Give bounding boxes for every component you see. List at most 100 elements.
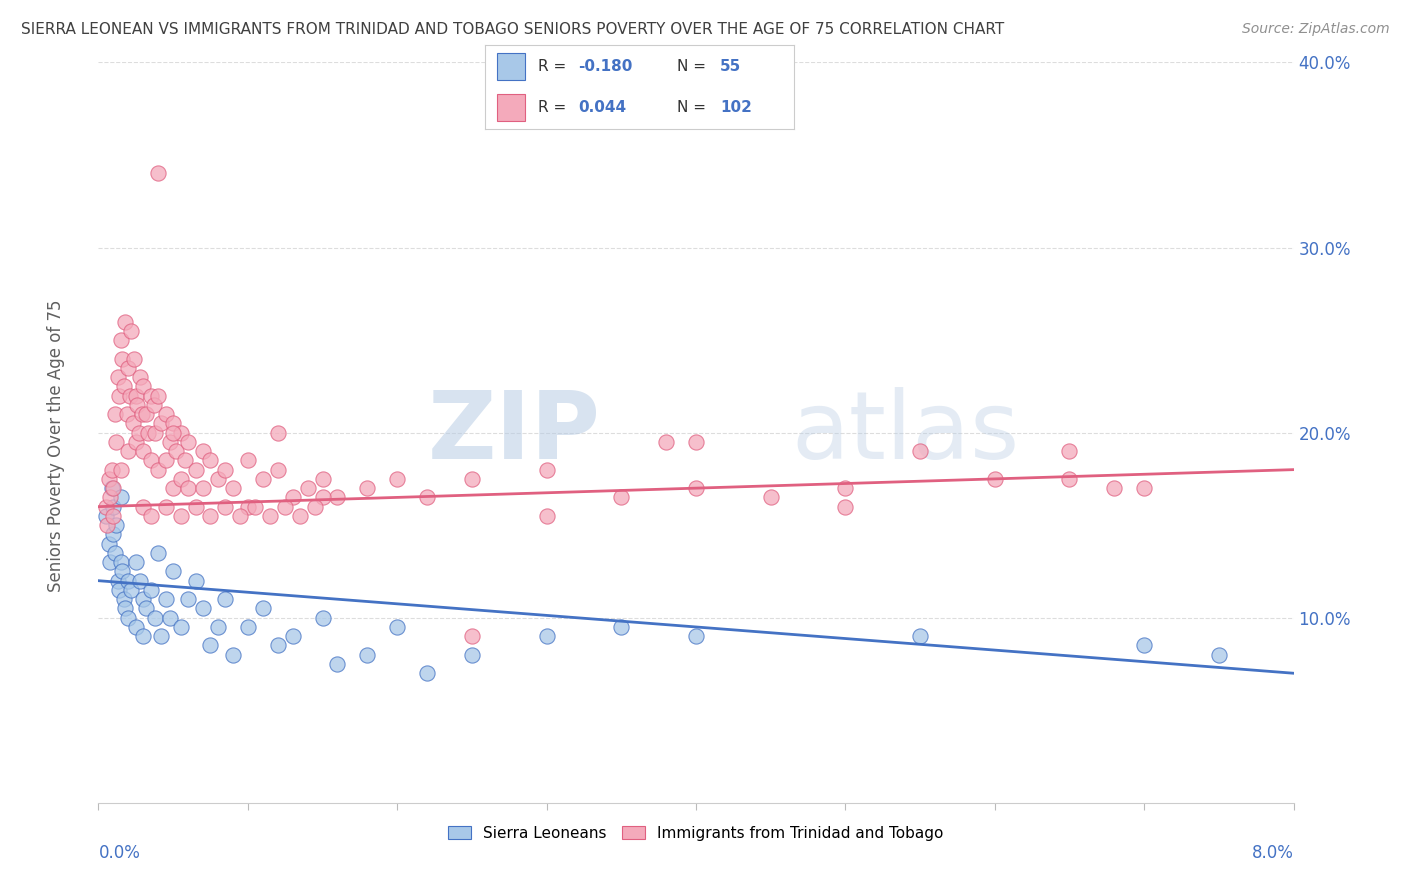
Point [121,417,143,431]
Point [105,434,128,449]
Point [169,472,191,486]
Point [105,518,128,533]
Point [107,574,129,588]
Point [416,491,439,505]
Point [98,491,122,505]
Point [112,379,135,393]
Point [252,601,274,615]
Point [148,546,170,560]
Point [132,379,155,393]
Point [200,453,222,467]
Point [174,453,197,467]
Legend: Sierra Leoneans, Immigrants from Trinidad and Tobago: Sierra Leoneans, Immigrants from Trinida… [441,820,950,847]
Point [132,500,155,514]
Point [94,508,117,523]
Point [685,434,707,449]
Point [214,592,236,607]
Text: 55: 55 [720,59,741,74]
Point [267,462,290,476]
Point [125,555,148,569]
Point [236,500,259,514]
Point [118,388,141,402]
Point [1133,639,1156,653]
Point [120,582,142,597]
Point [155,453,177,467]
Point [200,639,222,653]
Point [94,500,117,514]
Point [214,500,236,514]
Point [834,481,856,495]
Point [139,582,162,597]
Point [191,444,214,458]
Text: R =: R = [537,100,571,115]
Point [326,657,349,671]
Point [169,425,191,440]
Point [132,444,155,458]
Point [112,592,135,607]
Point [114,314,136,328]
Point [139,508,162,523]
Text: N =: N = [676,100,710,115]
Point [148,388,170,402]
Point [1104,481,1126,495]
Point [461,629,484,643]
Text: 8.0%: 8.0% [1251,844,1294,862]
Point [128,425,150,440]
Point [127,398,149,412]
Text: atlas: atlas [792,386,1019,479]
Point [184,574,207,588]
Point [169,508,191,523]
Point [162,481,184,495]
Point [101,462,124,476]
Point [610,620,633,634]
Point [165,444,187,458]
Text: R =: R = [537,59,571,74]
Point [356,648,378,662]
Point [136,425,159,440]
Point [124,351,146,366]
Point [200,508,222,523]
Point [135,407,157,421]
Point [281,629,304,643]
Text: Source: ZipAtlas.com: Source: ZipAtlas.com [1241,22,1389,37]
Point [311,491,333,505]
Point [115,407,138,421]
Point [104,407,127,421]
Point [139,388,162,402]
Point [214,462,236,476]
Point [135,601,157,615]
Point [98,555,122,569]
Point [143,425,166,440]
Point [191,481,214,495]
Point [207,620,229,634]
Point [107,370,129,384]
Text: 102: 102 [720,100,752,115]
Point [461,472,484,486]
Point [184,462,207,476]
Point [110,333,132,347]
FancyBboxPatch shape [498,54,526,80]
Point [685,481,707,495]
Point [117,574,139,588]
Point [536,508,558,523]
Point [103,508,125,523]
Point [416,666,439,681]
Text: -0.180: -0.180 [578,59,633,74]
Point [610,491,633,505]
Point [252,472,274,486]
Point [131,407,153,421]
Point [229,508,252,523]
Point [111,565,134,579]
Point [207,472,229,486]
Point [117,360,139,375]
Point [288,508,311,523]
Point [159,434,181,449]
Point [117,610,139,624]
Point [97,536,120,550]
Point [150,417,173,431]
Point [655,434,678,449]
Point [222,481,245,495]
Text: ZIP: ZIP [427,386,600,479]
Point [155,592,177,607]
Point [101,481,124,495]
